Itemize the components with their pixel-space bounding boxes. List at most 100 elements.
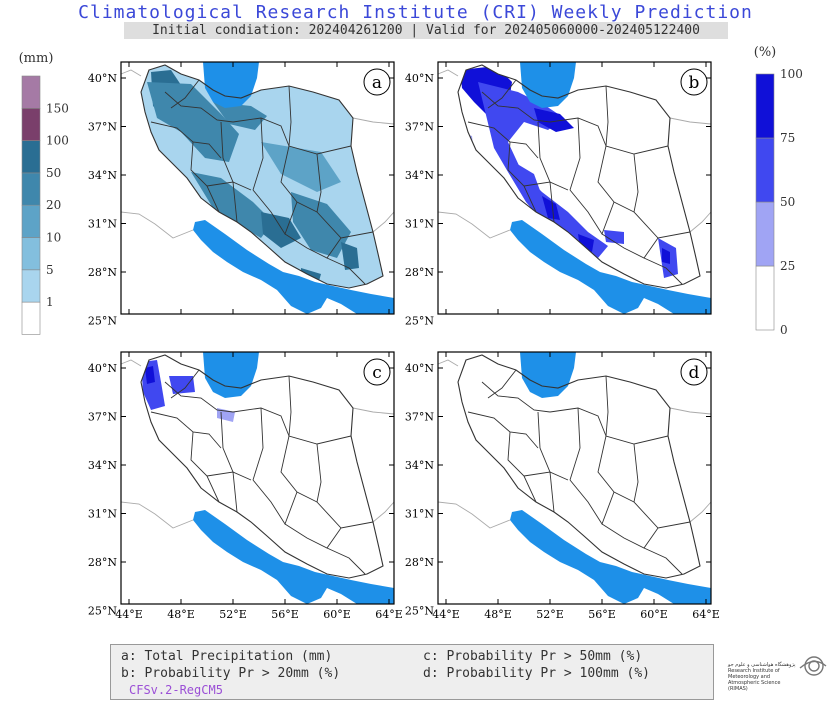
right-colorbar-tick: 75	[780, 131, 795, 145]
legend-item-b: b: Probability Pr > 20mm (%)	[121, 666, 341, 681]
lat-tick-label: 31°N	[405, 508, 434, 521]
panel-frame	[437, 61, 712, 315]
left-colorbar-segment	[21, 301, 41, 335]
map-figure: a 40°N 37°N 34°N 31°N 28°N 25°N b 40°N 37°N 34°N 31…	[19, 45, 803, 621]
lat-tick-label: 40°N	[88, 362, 117, 375]
right-colorbar-segment	[755, 201, 775, 267]
left-colorbar-tick: 10	[46, 231, 61, 245]
panel-label-d: d	[689, 363, 700, 383]
left-colorbar-segment	[21, 237, 41, 271]
lat-tick-label: 40°N	[88, 72, 117, 85]
lat-tick-label: 31°N	[88, 508, 117, 521]
left-colorbar-tick: 150	[46, 101, 69, 115]
panel-frame	[120, 61, 395, 315]
map-panel-c: c	[120, 351, 395, 605]
left-colorbar-segment	[21, 140, 41, 174]
page-subtitle: Initial condiation: 202404261200 | Valid…	[124, 22, 728, 39]
right-colorbar-segment	[755, 137, 775, 203]
lat-tick-label: 31°N	[88, 218, 117, 231]
lat-tick-label: 28°N	[88, 556, 117, 569]
lon-tick-label: 52°E	[219, 608, 247, 621]
left-colorbar-tick: 1	[46, 295, 54, 309]
lon-tick-label: 60°E	[640, 608, 668, 621]
left-colorbar-tick: 20	[46, 198, 61, 212]
shaded-region	[291, 192, 351, 258]
left-colorbar-tick: 50	[46, 166, 61, 180]
panel-frame	[120, 351, 395, 605]
panel-label-b: b	[689, 73, 700, 93]
shaded-region	[478, 82, 608, 258]
lat-tick-label: 28°N	[88, 266, 117, 279]
lat-tick-label: 28°N	[405, 556, 434, 569]
shaded-region	[261, 212, 301, 248]
lat-tick-label: 40°N	[405, 72, 434, 85]
lon-tick-label: 60°E	[323, 608, 351, 621]
map-panel-a: a	[120, 61, 395, 315]
panel-label-a: a	[372, 73, 382, 93]
lon-tick-label: 44°E	[115, 608, 143, 621]
lat-tick-label: 34°N	[405, 459, 434, 472]
panel-label-circle	[363, 68, 391, 96]
map-panel-d: d	[437, 351, 712, 605]
shaded-region	[534, 108, 574, 132]
shaded-region	[542, 196, 560, 220]
lat-tick-label: 37°N	[405, 411, 434, 424]
shaded-field-c	[141, 360, 319, 578]
institute-logo-emblem	[799, 656, 827, 676]
right-colorbar-segment	[755, 73, 775, 139]
right-colorbar-tick: 0	[780, 323, 788, 337]
right-colorbar-unit: (%)	[754, 45, 777, 60]
shaded-region	[261, 142, 341, 192]
lat-tick-label: 34°N	[405, 169, 434, 182]
lon-tick-label: 64°E	[375, 608, 403, 621]
panel-frame	[437, 351, 712, 605]
shaded-region	[341, 242, 359, 270]
panel-label-circle	[363, 358, 391, 386]
lon-tick-label: 48°E	[167, 608, 195, 621]
right-colorbar-segment	[755, 265, 775, 331]
left-colorbar-segment	[21, 108, 41, 141]
shaded-region	[147, 82, 239, 162]
panel-label-circle	[680, 358, 708, 386]
lat-tick-label: 25°N	[88, 605, 117, 618]
left-colorbar-tick: 5	[46, 263, 54, 277]
left-colorbar-segment	[21, 269, 41, 303]
lat-tick-label: 34°N	[88, 459, 117, 472]
lon-tick-label: 56°E	[588, 608, 616, 621]
left-colorbar-tick: 100	[46, 134, 69, 148]
right-colorbar-tick: 100	[780, 67, 803, 81]
lat-tick-label: 37°N	[88, 411, 117, 424]
shaded-region	[662, 248, 670, 264]
left-colorbar-unit: (mm)	[19, 51, 54, 66]
institute-logo: پژوهشگاه هواشناسی و علوم جو Research Inst…	[728, 650, 828, 698]
lat-tick-label: 34°N	[88, 169, 117, 182]
lat-tick-label: 40°N	[405, 362, 434, 375]
shaded-region	[213, 102, 267, 130]
lat-tick-label: 31°N	[405, 218, 434, 231]
legend-item-d: d: Probability Pr > 100mm (%)	[423, 666, 650, 681]
lon-tick-label: 64°E	[692, 608, 720, 621]
shaded-region	[169, 376, 195, 394]
panel-label-circle	[680, 68, 708, 96]
left-colorbar-segment	[21, 172, 41, 206]
shaded-region	[514, 162, 542, 200]
panel-label-c: c	[372, 363, 382, 383]
lon-tick-label: 48°E	[484, 608, 512, 621]
lat-tick-label: 37°N	[88, 121, 117, 134]
model-name: CFSv.2-RegCM5	[129, 683, 223, 697]
lon-tick-label: 56°E	[271, 608, 299, 621]
lon-tick-label: 52°E	[536, 608, 564, 621]
shaded-field-a	[147, 70, 359, 288]
right-colorbar-tick: 25	[780, 259, 795, 273]
left-colorbar-segment	[21, 204, 41, 238]
lat-tick-label: 25°N	[405, 605, 434, 618]
legend-item-a: a: Total Precipitation (mm)	[121, 649, 333, 664]
lat-tick-label: 25°N	[405, 315, 434, 328]
page-title: Climatological Research Institute (CRI) …	[78, 2, 753, 23]
legend-item-c: c: Probability Pr > 50mm (%)	[423, 649, 643, 664]
map-panel-b: b	[437, 61, 712, 315]
institute-logo-text: پژوهشگاه هواشناسی و علوم جو Research Inst…	[728, 662, 796, 692]
lat-tick-label: 37°N	[405, 121, 434, 134]
lon-tick-label: 44°E	[432, 608, 460, 621]
left-colorbar-segment	[21, 75, 41, 109]
